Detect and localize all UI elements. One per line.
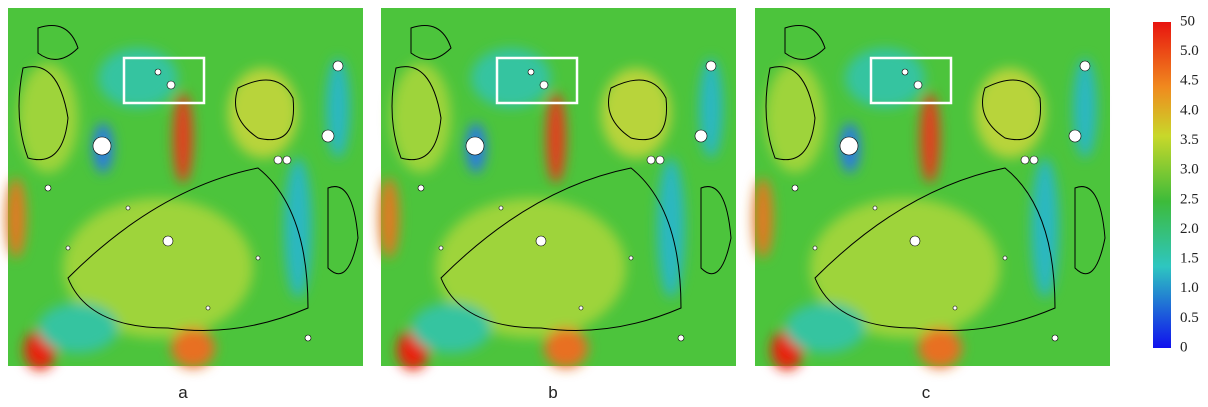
colorbar-label: 2.5: [1180, 191, 1199, 207]
colorbar-label: 0: [1180, 339, 1188, 355]
colorbar-label: 1.0: [1180, 280, 1199, 296]
panel-label: c: [922, 383, 931, 402]
colorbar-label: 4.5: [1180, 73, 1199, 89]
colorbar-labels: 50 5.0 4.5 4.0 3.5 3.0 2.5 2.0 1.5 1.0 0.5 0: [1180, 13, 1199, 355]
colorbar-label: 1.5: [1180, 251, 1199, 267]
colorbar-label: 4.0: [1180, 102, 1199, 118]
colorbar-label: 3.0: [1180, 162, 1199, 178]
panel-label: b: [548, 383, 557, 402]
panel-a: [6, 8, 363, 370]
panel-b: [379, 8, 736, 370]
colorbar-label: 5.0: [1180, 43, 1199, 59]
panel-c: [753, 8, 1110, 370]
panel-label: a: [178, 383, 188, 402]
colorbar-label: 2.0: [1180, 221, 1199, 237]
colorbar-label: 50: [1180, 13, 1195, 29]
colorbar: [1153, 22, 1171, 348]
colorbar-label: 0.5: [1180, 310, 1199, 326]
colorbar-label: 3.5: [1180, 132, 1199, 148]
